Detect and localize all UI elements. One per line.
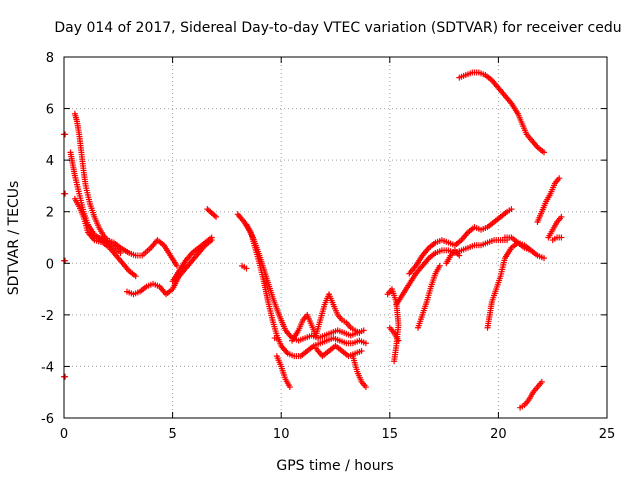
data-point-0-613 [358, 347, 365, 354]
data-point-0-301 [213, 213, 220, 220]
data-point-0-833 [436, 262, 443, 269]
chart-title: Day 014 of 2017, Sidereal Day-to-day VTE… [54, 20, 621, 36]
data-point-0-500 [360, 327, 367, 334]
data-point-0-976 [541, 149, 548, 156]
y-tick-label-1: -4 [41, 360, 54, 375]
data-point-0-585 [356, 329, 363, 336]
x-tick-label-2: 10 [273, 427, 290, 442]
data-point-0-1034 [62, 131, 69, 138]
y-tick-label-4: 2 [46, 206, 54, 221]
data-point-0-803 [508, 206, 515, 213]
data-point-0-992 [538, 378, 545, 385]
data-point-0-408 [362, 340, 369, 347]
y-tick-label-7: 8 [46, 51, 54, 66]
data-point-0-1027 [558, 213, 565, 220]
data-point-0-1036 [62, 190, 69, 197]
axes: 0 5 10 15 20 25 -6 -4 -2 0 2 4 6 8 [41, 51, 615, 442]
data-point-0-1040 [62, 373, 69, 380]
data-point-0-1015 [556, 175, 563, 182]
x-tick-label-1: 5 [168, 427, 176, 442]
data-point-0-1032 [558, 234, 565, 241]
y-tick-label-5: 4 [46, 154, 54, 169]
data-point-0-519 [286, 384, 293, 391]
data-point-0-916 [527, 247, 534, 254]
x-tick-label-5: 25 [599, 427, 616, 442]
x-tick-label-4: 20 [490, 427, 507, 442]
data-point-0-152 [132, 273, 139, 280]
series-0 [61, 69, 565, 411]
plot-frame [63, 56, 608, 419]
data-point-0-666 [391, 358, 398, 365]
x-axis-label: GPS time / hours [276, 458, 393, 474]
y-tick-label-0: -6 [41, 412, 54, 427]
y-axis-label: SDTVAR / TECUs [6, 181, 22, 296]
data-point-0-1038 [62, 257, 69, 264]
data-point-0-844 [456, 252, 463, 259]
data-point-0-901 [541, 255, 548, 262]
data-points [61, 69, 565, 411]
data-point-0-629 [362, 384, 369, 391]
data-point-0-294 [208, 234, 215, 241]
data-point-0-1042 [273, 335, 280, 342]
data-point-0-103 [173, 262, 180, 269]
data-point-0-674 [395, 337, 402, 344]
data-point-0-207 [117, 249, 124, 256]
x-tick-label-3: 15 [382, 427, 399, 442]
y-tick-label-6: 6 [46, 103, 54, 118]
x-tick-label-0: 0 [60, 427, 68, 442]
y-tick-label-2: -2 [41, 309, 54, 324]
y-tick-label-3: 0 [46, 257, 54, 272]
data-point-0-503 [243, 265, 250, 272]
